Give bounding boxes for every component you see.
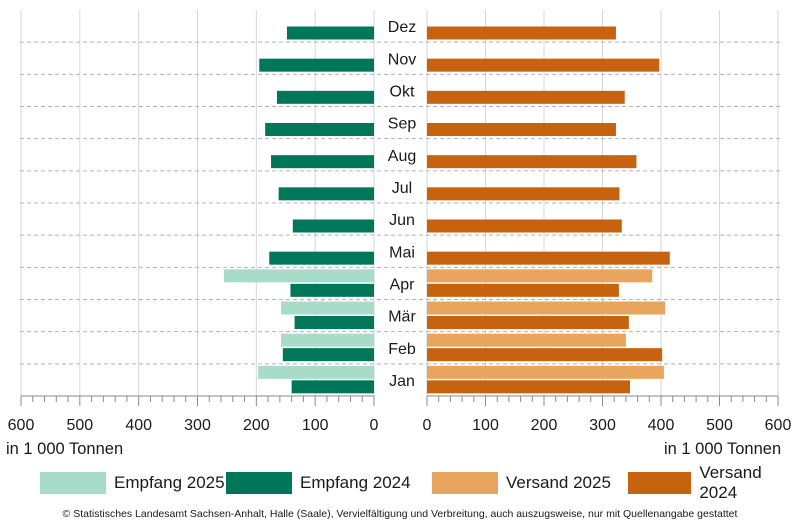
legend-swatch-versand-2024 <box>628 472 692 494</box>
legend-item-versand-2024: Versand 2024 <box>628 463 800 502</box>
legend-item-versand-2025: Versand 2025 <box>432 470 611 496</box>
bar-empfang-2024-sep <box>265 123 374 136</box>
bar-empfang-2024-okt <box>276 90 374 104</box>
legend-label-empfang-2024: Empfang 2024 <box>300 473 411 492</box>
bar-versand-2024-dez <box>427 26 616 40</box>
bar-versand-2024-jan <box>427 380 630 394</box>
legend-label-empfang-2025: Empfang 2025 <box>114 473 225 492</box>
bar-versand-2024-jul <box>427 187 620 201</box>
category-label-jan: Jan <box>389 373 415 390</box>
category-label-sep: Sep <box>388 116 417 133</box>
bar-empfang-2025-apr <box>223 269 374 283</box>
legend-item-empfang-2025: Empfang 2025 <box>40 470 225 496</box>
left-tick-label-0: 0 <box>370 417 379 434</box>
bar-versand-2025-apr <box>427 269 653 283</box>
legend-swatch-versand-2025 <box>432 472 498 494</box>
category-label-jun: Jun <box>389 212 415 229</box>
left-axis-unit-label: in 1 000 Tonnen <box>6 440 124 458</box>
bar-versand-2024-nov <box>427 58 660 72</box>
right-tick-label-0: 0 <box>423 417 432 434</box>
right-tick-label-500: 500 <box>706 417 733 434</box>
category-label-feb: Feb <box>388 341 416 358</box>
left-tick-label-300: 300 <box>184 417 211 434</box>
left-tick-label-100: 100 <box>302 417 329 434</box>
legend-label-versand-2025: Versand 2025 <box>506 473 611 492</box>
category-label-mai: Mai <box>389 244 415 261</box>
bar-empfang-2024-nov <box>259 58 374 72</box>
category-label-dez: Dez <box>388 19 416 36</box>
category-label-aug: Aug <box>388 148 416 165</box>
right-tick-label-600: 600 <box>765 417 792 434</box>
category-label-mär: Mär <box>388 309 416 326</box>
bar-empfang-2025-jan <box>258 365 374 379</box>
legend-swatch-empfang-2025 <box>40 472 106 494</box>
bar-versand-2024-sep <box>427 123 616 136</box>
bar-versand-2025-mär <box>427 301 666 315</box>
category-label-apr: Apr <box>390 276 416 293</box>
left-tick-label-500: 500 <box>66 417 93 434</box>
right-tick-label-400: 400 <box>648 417 675 434</box>
right-tick-label-300: 300 <box>589 417 616 434</box>
bar-empfang-2024-aug <box>271 155 374 169</box>
bar-versand-2024-feb <box>427 348 663 362</box>
bar-empfang-2024-mär <box>294 316 374 329</box>
category-label-nov: Nov <box>388 51 416 68</box>
left-tick-label-400: 400 <box>125 417 152 434</box>
legend-label-versand-2024: Versand 2024 <box>699 463 762 502</box>
bar-empfang-2024-jan <box>291 380 374 394</box>
bar-versand-2025-feb <box>427 333 626 347</box>
right-axis-unit-label: in 1 000 Tonnen <box>664 440 782 458</box>
bar-empfang-2024-dez <box>286 26 374 40</box>
category-label-okt: Okt <box>390 83 415 100</box>
butterfly-chart: Dez Nov Okt Sep Aug Jul Jun Mai Apr Mär Feb Jan 600 5… <box>8 10 792 434</box>
bar-empfang-2025-mär <box>281 301 374 315</box>
bar-versand-2024-jun <box>427 219 622 233</box>
copyright-footer: © Statistisches Landesamt Sachsen-Anhalt… <box>62 508 738 520</box>
bar-versand-2024-mai <box>427 251 670 265</box>
bar-empfang-2025-feb <box>281 333 374 347</box>
bar-empfang-2024-apr <box>290 283 374 297</box>
left-tick-label-200: 200 <box>243 417 270 434</box>
legend-item-empfang-2024: Empfang 2024 <box>226 470 411 496</box>
left-tick-label-600: 600 <box>8 417 35 434</box>
legend-swatch-empfang-2024 <box>226 472 292 494</box>
category-label-jul: Jul <box>392 180 412 197</box>
bar-empfang-2024-feb <box>282 348 374 362</box>
bar-versand-2024-okt <box>427 90 625 104</box>
right-tick-label-100: 100 <box>472 417 499 434</box>
bar-versand-2024-aug <box>427 155 637 169</box>
bar-versand-2024-apr <box>427 283 619 297</box>
bar-versand-2024-mär <box>427 316 629 329</box>
bar-empfang-2024-jun <box>292 219 374 233</box>
bar-versand-2025-jan <box>427 365 664 379</box>
bar-empfang-2024-jul <box>278 187 374 201</box>
right-tick-label-200: 200 <box>531 417 558 434</box>
bar-empfang-2024-mai <box>269 251 374 265</box>
